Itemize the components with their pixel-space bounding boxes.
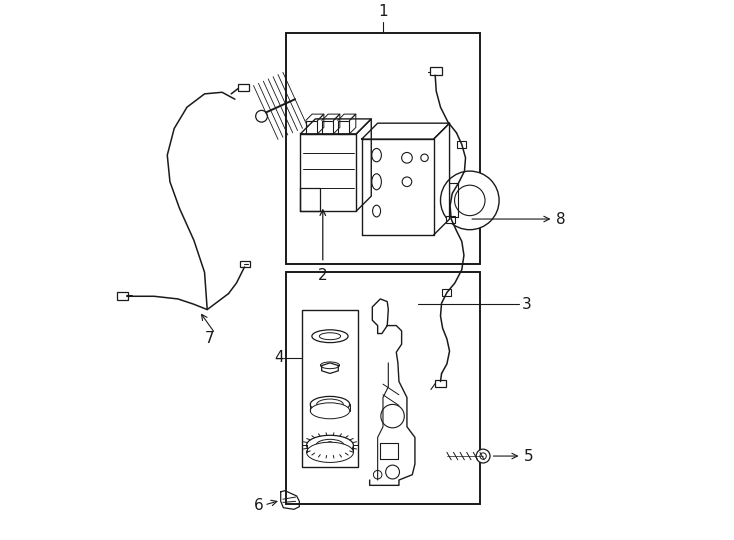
Ellipse shape [372,148,382,162]
Bar [240,261,250,267]
Ellipse shape [373,205,381,217]
Ellipse shape [319,333,341,340]
Text: 7: 7 [205,332,214,346]
Ellipse shape [321,362,340,369]
Ellipse shape [310,403,349,419]
Ellipse shape [312,330,348,342]
Text: 2: 2 [318,268,327,283]
Ellipse shape [372,174,382,190]
Bar [435,380,446,387]
Ellipse shape [316,440,344,451]
Ellipse shape [421,154,428,161]
Text: 1: 1 [378,4,388,19]
Text: 4: 4 [274,350,283,365]
Circle shape [440,171,499,230]
Ellipse shape [402,177,412,186]
Circle shape [476,449,490,463]
Circle shape [326,442,334,449]
Circle shape [374,470,382,479]
Ellipse shape [307,435,353,456]
Circle shape [381,404,404,428]
Bar [442,289,451,296]
Circle shape [255,110,267,122]
Ellipse shape [316,399,344,410]
Ellipse shape [401,152,413,163]
Bar [286,32,481,264]
Circle shape [480,453,487,459]
Bar [446,216,455,223]
Bar [238,84,249,91]
Bar [302,309,358,467]
Bar [457,141,465,148]
Text: 3: 3 [521,297,531,312]
Text: 6: 6 [253,497,264,512]
Text: 5: 5 [524,449,534,463]
Bar [117,292,128,300]
Ellipse shape [310,396,349,413]
Ellipse shape [307,442,353,462]
Bar [286,272,481,504]
Circle shape [385,465,399,479]
Bar [430,68,442,75]
Ellipse shape [325,443,335,448]
Text: 8: 8 [556,212,566,227]
Circle shape [454,185,485,215]
